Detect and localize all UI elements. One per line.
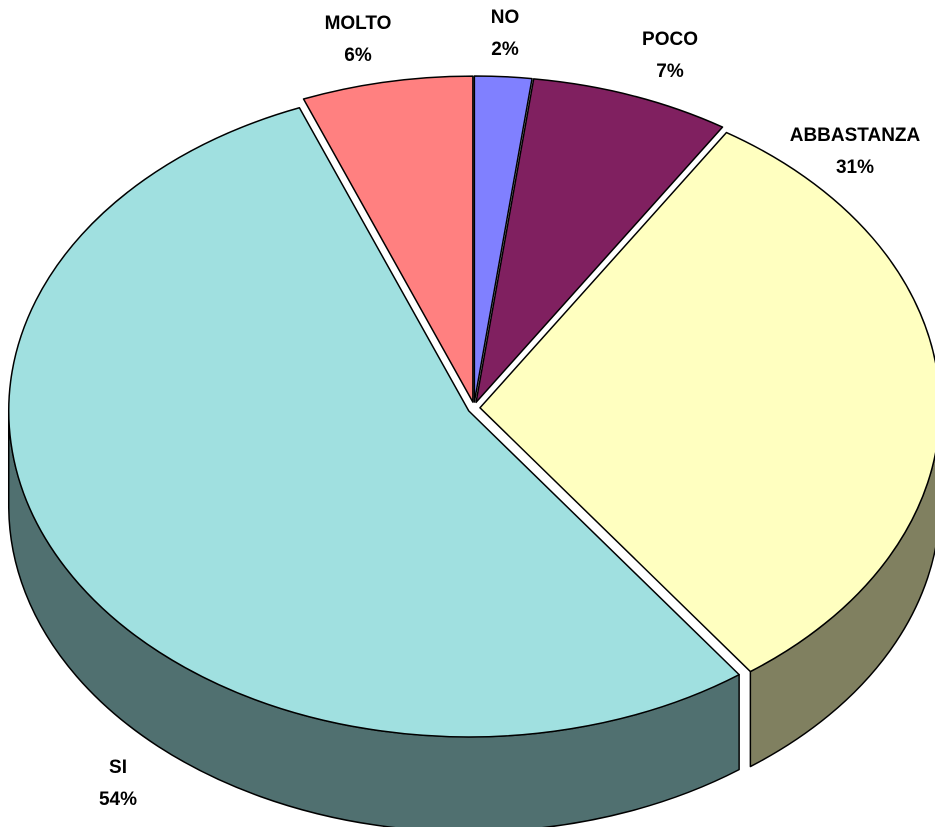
slice	[302, 75, 474, 403]
slice	[475, 78, 724, 404]
slice-label: ABBASTANZA	[790, 125, 921, 146]
slice	[479, 131, 935, 673]
slice-label: MOLTO	[325, 13, 392, 34]
slice-value-label: 6%	[344, 45, 372, 66]
slice	[7, 107, 740, 738]
slice-value-label: 54%	[99, 789, 137, 810]
slice-label: POCO	[642, 29, 698, 50]
slice-value-label: 31%	[836, 157, 874, 178]
slice-label: NO	[491, 7, 520, 28]
slice-value-label: 2%	[491, 39, 519, 60]
slice	[473, 75, 533, 403]
slice-value-label: 7%	[656, 61, 684, 82]
slice-label: SI	[109, 757, 127, 778]
